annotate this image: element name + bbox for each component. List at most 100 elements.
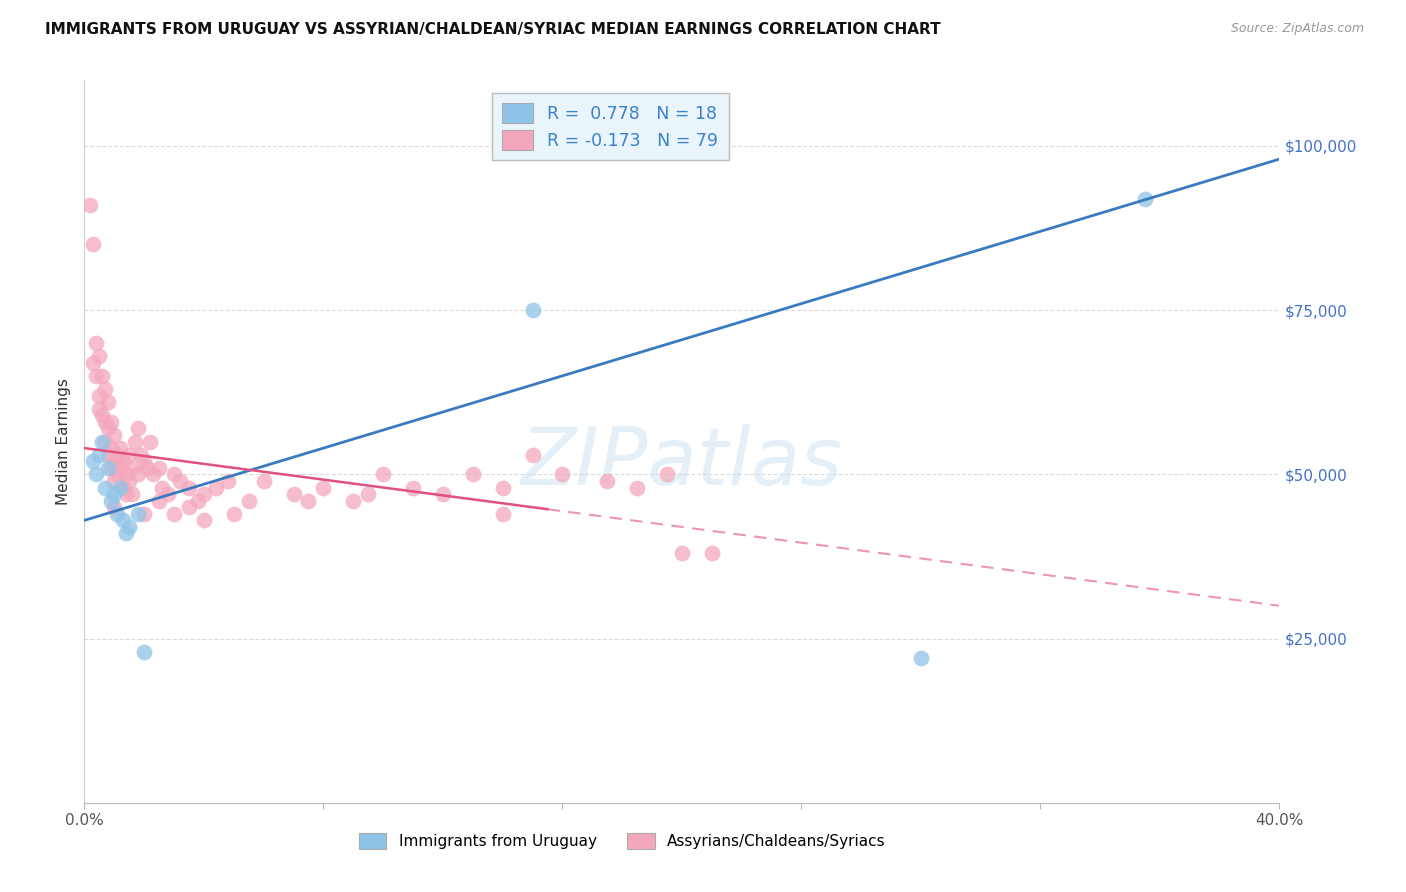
Point [94,434,117,449]
Point [97,460,120,475]
Point [342,493,364,508]
Point [94,481,117,495]
Point [671,546,693,560]
Point [193,487,215,501]
Point [626,481,648,495]
Point [89,349,111,363]
Point [121,460,143,475]
Point [110,460,132,475]
Point [118,474,141,488]
Point [97,421,120,435]
Point [187,493,209,508]
Point [103,500,125,515]
Point [121,487,143,501]
Point [110,481,132,495]
Point [132,645,156,659]
Point [110,441,132,455]
Point [373,467,395,482]
Point [103,474,125,488]
Point [124,434,146,449]
Point [91,434,114,449]
Point [142,467,165,482]
Point [86,368,108,383]
Point [163,507,186,521]
Point [169,474,191,488]
Point [127,421,149,435]
Point [115,467,138,482]
Point [82,356,104,370]
Point [163,467,186,482]
Point [115,526,138,541]
Point [177,500,200,515]
Point [86,467,108,482]
Point [118,520,141,534]
Point [402,481,425,495]
Text: IMMIGRANTS FROM URUGUAY VS ASSYRIAN/CHALDEAN/SYRIAC MEDIAN EARNINGS CORRELATION : IMMIGRANTS FROM URUGUAY VS ASSYRIAN/CHAL… [45,22,941,37]
Y-axis label: Median Earnings: Median Earnings [56,378,72,505]
Point [700,546,723,560]
Point [94,382,117,396]
Legend: Immigrants from Uruguay, Assyrians/Chaldeans/Syriacs: Immigrants from Uruguay, Assyrians/Chald… [359,833,886,849]
Point [222,507,245,521]
Point [139,434,162,449]
Point [91,409,114,423]
Point [177,481,200,495]
Point [551,467,574,482]
Point [157,487,180,501]
Text: ZIPatlas: ZIPatlas [520,425,844,502]
Point [205,481,228,495]
Point [97,448,120,462]
Point [910,651,932,665]
Point [283,487,305,501]
Point [82,237,104,252]
Point [193,513,215,527]
Point [132,454,156,468]
Point [492,481,515,495]
Point [492,507,515,521]
Point [105,467,128,482]
Point [79,198,101,212]
Point [238,493,260,508]
Point [148,493,170,508]
Point [655,467,678,482]
Point [103,487,125,501]
Point [89,388,111,402]
Point [115,487,138,501]
Point [312,481,335,495]
Point [217,474,239,488]
Point [89,448,111,462]
Point [596,474,619,488]
Point [112,481,135,495]
Point [82,454,104,468]
Point [132,507,156,521]
Point [91,368,114,383]
Point [127,507,149,521]
Point [148,460,170,475]
Point [89,401,111,416]
Point [297,493,319,508]
Point [357,487,380,501]
Point [100,415,122,429]
Point [100,460,122,475]
Point [103,454,125,468]
Point [129,448,152,462]
Text: Source: ZipAtlas.com: Source: ZipAtlas.com [1230,22,1364,36]
Point [432,487,454,501]
Point [136,460,159,475]
Point [118,448,141,462]
Point [94,415,117,429]
Point [105,507,128,521]
Point [150,481,173,495]
Point [127,467,149,482]
Point [1133,192,1156,206]
Point [100,441,122,455]
Point [522,448,544,462]
Point [112,513,135,527]
Point [100,493,122,508]
Point [461,467,484,482]
Point [522,303,544,318]
Point [105,448,128,462]
Point [97,395,120,409]
Point [253,474,276,488]
Point [112,454,135,468]
